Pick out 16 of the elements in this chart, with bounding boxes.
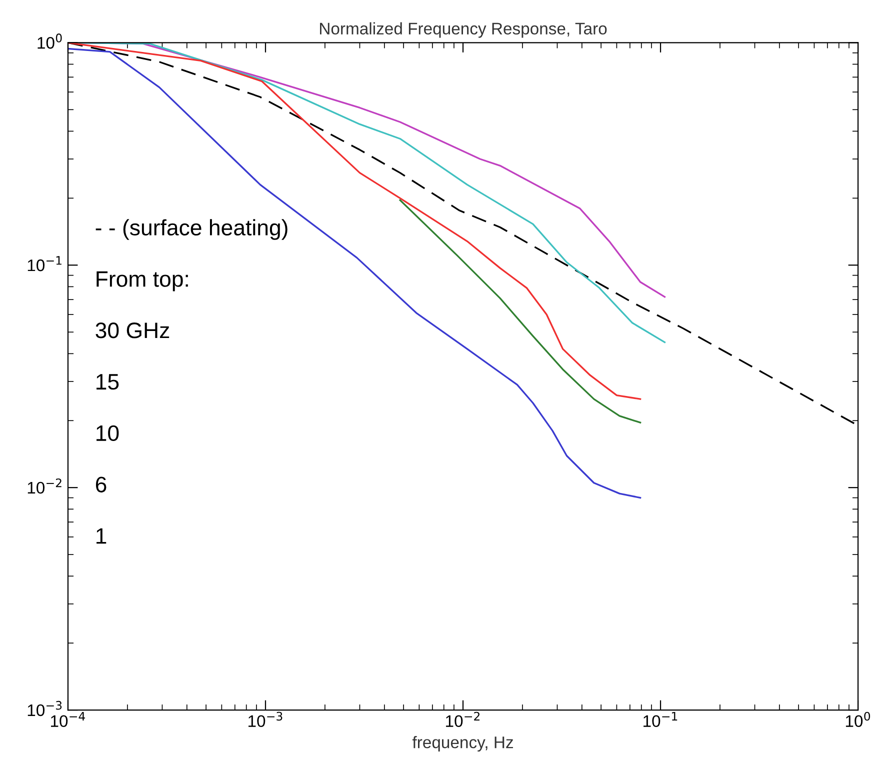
annotation: 10 bbox=[96, 425, 119, 442]
x-tick-label: 10$^{−3}$ bbox=[248, 712, 282, 728]
y-tick-label: 10$^{0}$ bbox=[38, 34, 62, 49]
x-axis-title: frequency, Hz bbox=[412, 736, 513, 752]
annotation: 6 bbox=[96, 476, 106, 492]
x-tick-label: 10$^{−2}$ bbox=[446, 712, 480, 728]
chart-title: Normalized Frequency Response, Taro bbox=[320, 22, 607, 38]
annotation: - - (surface heating) bbox=[96, 219, 288, 240]
x-tick-label: 10$^{−1}$ bbox=[644, 712, 678, 728]
y-tick-label: 10$^{−1}$ bbox=[28, 256, 62, 272]
annotation: 1 bbox=[96, 528, 106, 544]
annotation: From top: bbox=[96, 271, 188, 292]
annotation: 15 bbox=[96, 374, 119, 390]
y-tick-label: 10$^{−2}$ bbox=[28, 478, 62, 494]
annotation: 30 GHz bbox=[96, 322, 170, 338]
x-tick-label: 10$^{0}$ bbox=[846, 712, 870, 728]
